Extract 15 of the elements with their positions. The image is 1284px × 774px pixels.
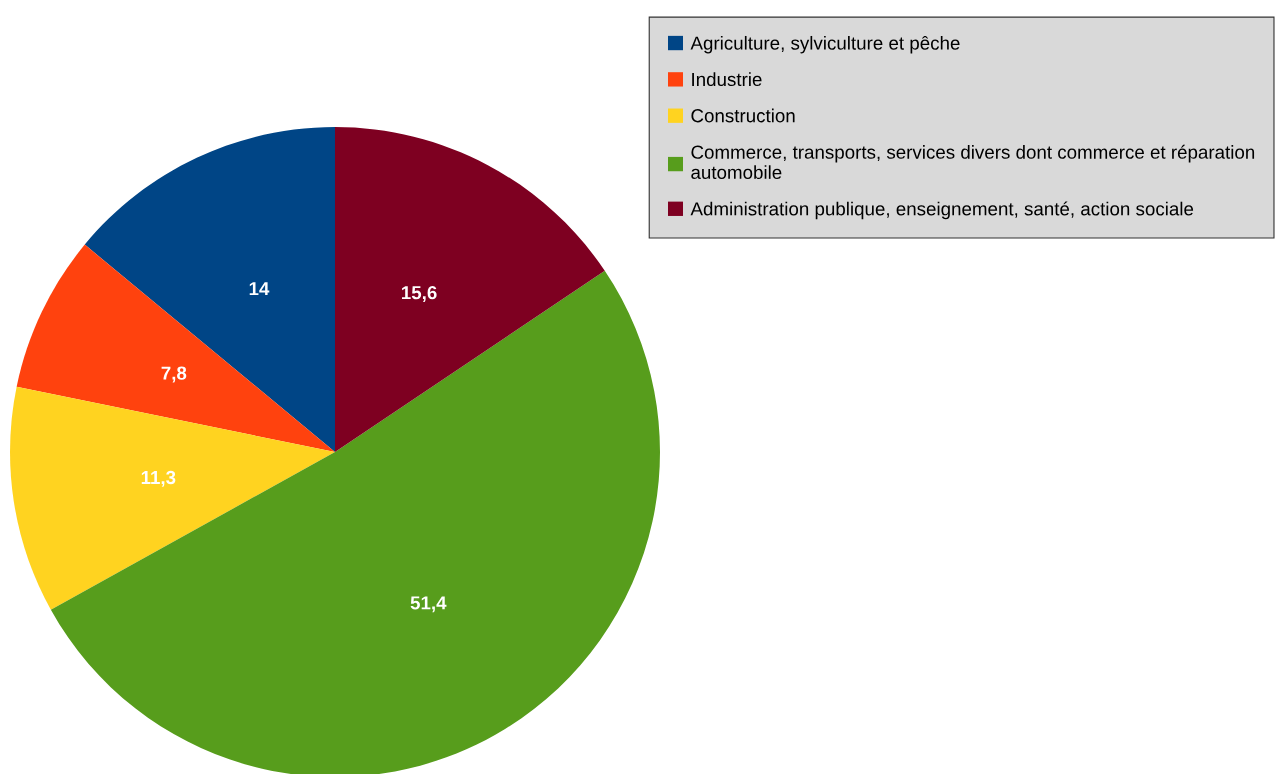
pie-slice [50,270,660,774]
pie-slice [16,244,335,452]
data-label: 7,8 [161,366,187,383]
legend-label: Commerce, transports, services divers dont commerce et réparation automobile [691,144,1255,180]
data-label: 11,3 [141,470,176,487]
legend-label: Agriculture, sylviculture et pêche [690,35,960,54]
data-label: 51,4 [410,596,447,613]
pie-slice [10,386,335,610]
legend-label: Construction [691,108,795,123]
data-label: 14 [249,282,270,296]
legend-label: Industrie [692,72,762,87]
legend-label: Administration publique, enseignement, santé, action sociale [690,201,1194,220]
data-label: 15,6 [402,286,437,302]
pie-slice [335,127,605,452]
pie-slice [84,127,335,452]
